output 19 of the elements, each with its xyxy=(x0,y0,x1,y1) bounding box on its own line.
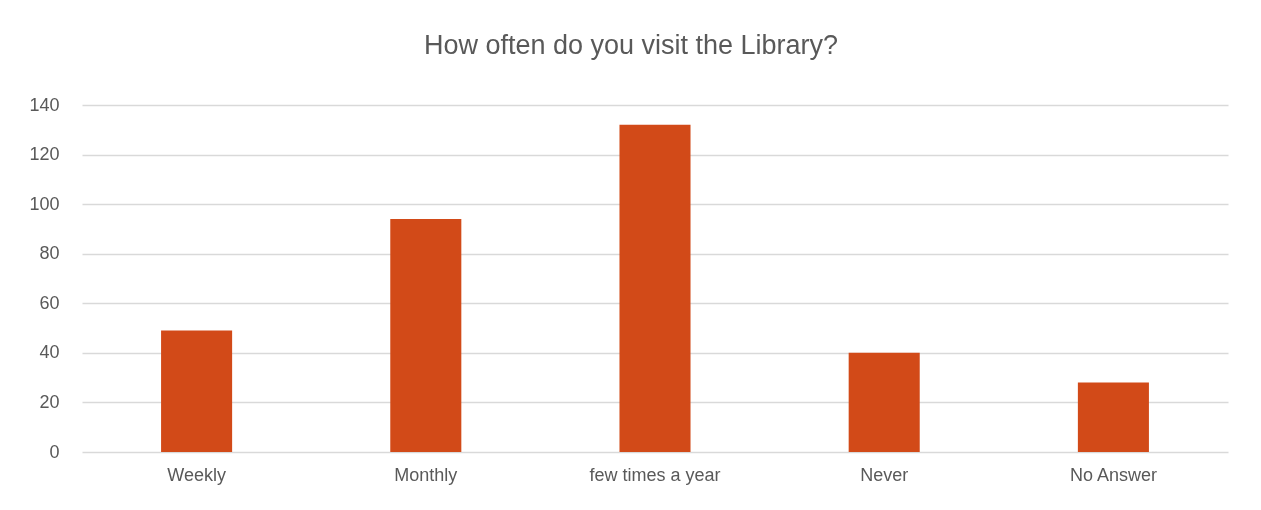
y-tick-label: 120 xyxy=(29,144,60,165)
y-tick-label: 20 xyxy=(39,391,60,412)
y-tick-label: 80 xyxy=(39,243,60,264)
y-tick-label: 40 xyxy=(39,342,60,363)
chart-title: How often do you visit the Library? xyxy=(423,30,839,60)
x-tick-label: few times a year xyxy=(589,464,721,485)
x-tick-label: No Answer xyxy=(1069,464,1157,485)
x-tick-label: Never xyxy=(860,464,909,485)
y-tick-label: 100 xyxy=(29,193,60,214)
y-tick-label: 60 xyxy=(39,292,60,313)
bar xyxy=(161,330,233,452)
bar xyxy=(1077,382,1149,452)
y-tick-label: 0 xyxy=(49,441,60,462)
bar xyxy=(848,352,920,452)
x-tick-label: Weekly xyxy=(167,464,226,485)
x-tick-label: Monthly xyxy=(394,464,458,485)
y-tick-label: 140 xyxy=(29,94,60,115)
bar xyxy=(390,219,462,452)
bar xyxy=(619,124,691,452)
